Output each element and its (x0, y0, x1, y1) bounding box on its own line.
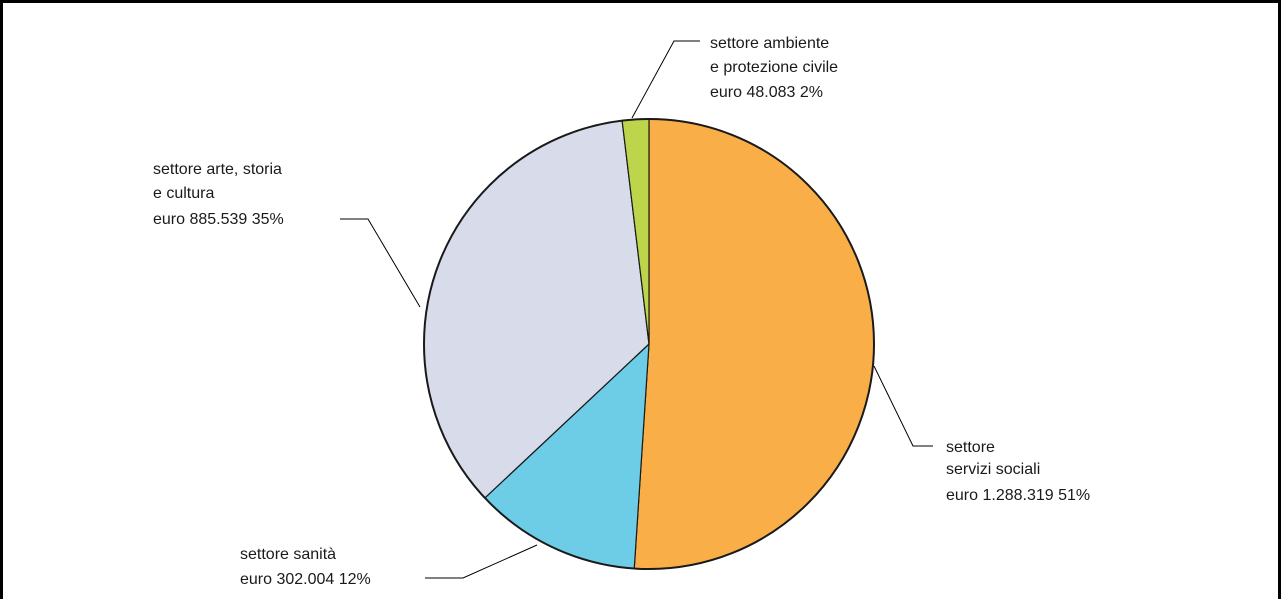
label-arte-storia-cultura: settore arte, storia e cultura euro 885.… (153, 161, 286, 228)
label-sanita-line-2: euro 302.004 12% (240, 571, 371, 588)
label-servizi-sociali-line-2: servizi sociali (946, 461, 1040, 478)
label-ambiente-line-1: settore ambiente (710, 35, 829, 52)
label-arte-line-1: settore arte, storia (153, 161, 282, 178)
pie-slice-0 (633, 118, 875, 570)
label-ambiente: settore ambiente e protezione civile eur… (710, 35, 843, 101)
label-servizi-sociali-line-3: euro 1.288.319 51% (946, 487, 1090, 504)
leader-line-servizi-sociali (873, 365, 933, 447)
leader-line-arte-storia-cultura (340, 218, 421, 308)
leader-line-sanita (425, 544, 538, 579)
label-ambiente-line-2: e protezione civile (710, 59, 838, 76)
pie-slices (423, 118, 875, 570)
label-sanita: settore sanità euro 302.004 12% (240, 546, 371, 588)
pie-outline (423, 118, 875, 570)
label-sanita-line-1: settore sanità (240, 546, 336, 563)
label-servizi-sociali: settore servizi sociali euro 1.288.319 5… (946, 439, 1090, 504)
label-arte-line-3: euro 885.539 35% (153, 211, 284, 228)
label-servizi-sociali-line-1: settore (946, 439, 995, 456)
label-arte-line-2: e cultura (153, 185, 214, 202)
label-ambiente-line-3: euro 48.083 2% (710, 84, 823, 101)
leader-line-ambiente (631, 40, 700, 119)
